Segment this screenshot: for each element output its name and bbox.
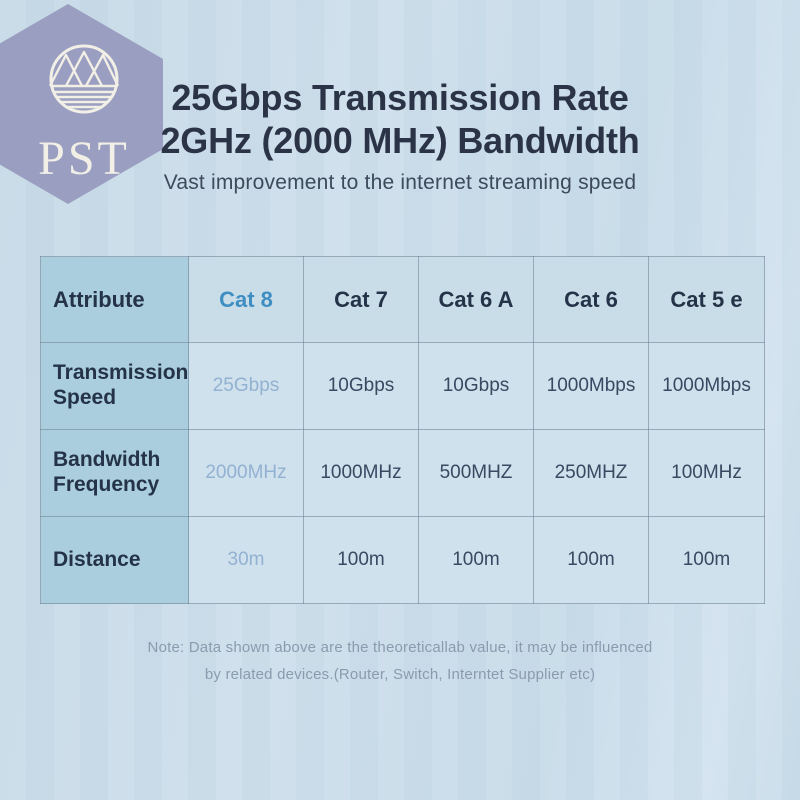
table-row-transmission-speed: Transmission Speed 25Gbps 10Gbps 10Gbps 1000… — [40, 342, 765, 430]
table-header-cat-6-a: Cat 6 A — [418, 256, 534, 343]
logo-text: PST — [38, 132, 130, 185]
page-title-line1: 25Gbps Transmission Rate — [171, 77, 629, 118]
pst-logo-badge: PST — [0, 4, 163, 204]
table-cell-cat-8: 25Gbps — [188, 342, 304, 430]
footnote: Note: Data shown above are the theoretic… — [0, 634, 800, 688]
table-row-distance: Distance 30m 100m 100m 100m 100m — [40, 516, 765, 604]
table-header-cat-7: Cat 7 — [303, 256, 419, 343]
table-cell-cat-8: 30m — [188, 516, 304, 604]
table-cell-cat-6: 250MHZ — [533, 429, 649, 517]
table-header-cat-6: Cat 6 — [533, 256, 649, 343]
row-label: Distance — [40, 516, 189, 604]
footnote-line2: by related devices.(Router, Switch, Inte… — [204, 666, 596, 683]
page-title-line2: 2GHz (2000 MHz) Bandwidth — [160, 120, 640, 161]
comparison-table: Attribute Cat 8 Cat 7 Cat 6 A Cat 6 Cat 5 e Tr… — [40, 256, 765, 604]
table-header-cat-5-e: Cat 5 e — [648, 256, 765, 343]
table-cell-cat-6-a: 10Gbps — [418, 342, 534, 430]
page-subtitle: Vast improvement to the internet streami… — [163, 171, 637, 194]
table-header-attribute: Attribute — [40, 256, 189, 343]
table-cell-cat-6-a: 100m — [418, 516, 534, 604]
table-cell-cat-7: 1000MHz — [303, 429, 419, 517]
table-cell-cat-5-e: 100m — [648, 516, 765, 604]
table-cell-cat-5-e: 1000Mbps — [648, 342, 765, 430]
mountains-water-icon — [48, 44, 120, 114]
table-cell-cat-5-e: 100MHz — [648, 429, 765, 517]
heading-block: 25Gbps Transmission Rate 2GHz (2000 MHz)… — [0, 76, 800, 195]
table-cell-cat-6-a: 500MHZ — [418, 429, 534, 517]
row-label: Bandwidth Frequency — [40, 429, 189, 517]
footnote-line1: Note: Data shown above are the theoretic… — [147, 639, 653, 656]
comparison-table-wrap: Attribute Cat 8 Cat 7 Cat 6 A Cat 6 Cat 5 e Tr… — [40, 256, 765, 604]
table-header-row: Attribute Cat 8 Cat 7 Cat 6 A Cat 6 Cat 5 e — [40, 256, 765, 343]
hexagon-badge — [0, 4, 163, 204]
table-cell-cat-6: 100m — [533, 516, 649, 604]
table-row-bandwidth-frequency: Bandwidth Frequency 2000MHz 1000MHz 500MHZ 2… — [40, 429, 765, 517]
table-cell-cat-6: 1000Mbps — [533, 342, 649, 430]
table-header-cat-8: Cat 8 — [188, 256, 304, 343]
row-label: Transmission Speed — [40, 342, 189, 430]
table-cell-cat-7: 10Gbps — [303, 342, 419, 430]
table-cell-cat-8: 2000MHz — [188, 429, 304, 517]
table-cell-cat-7: 100m — [303, 516, 419, 604]
